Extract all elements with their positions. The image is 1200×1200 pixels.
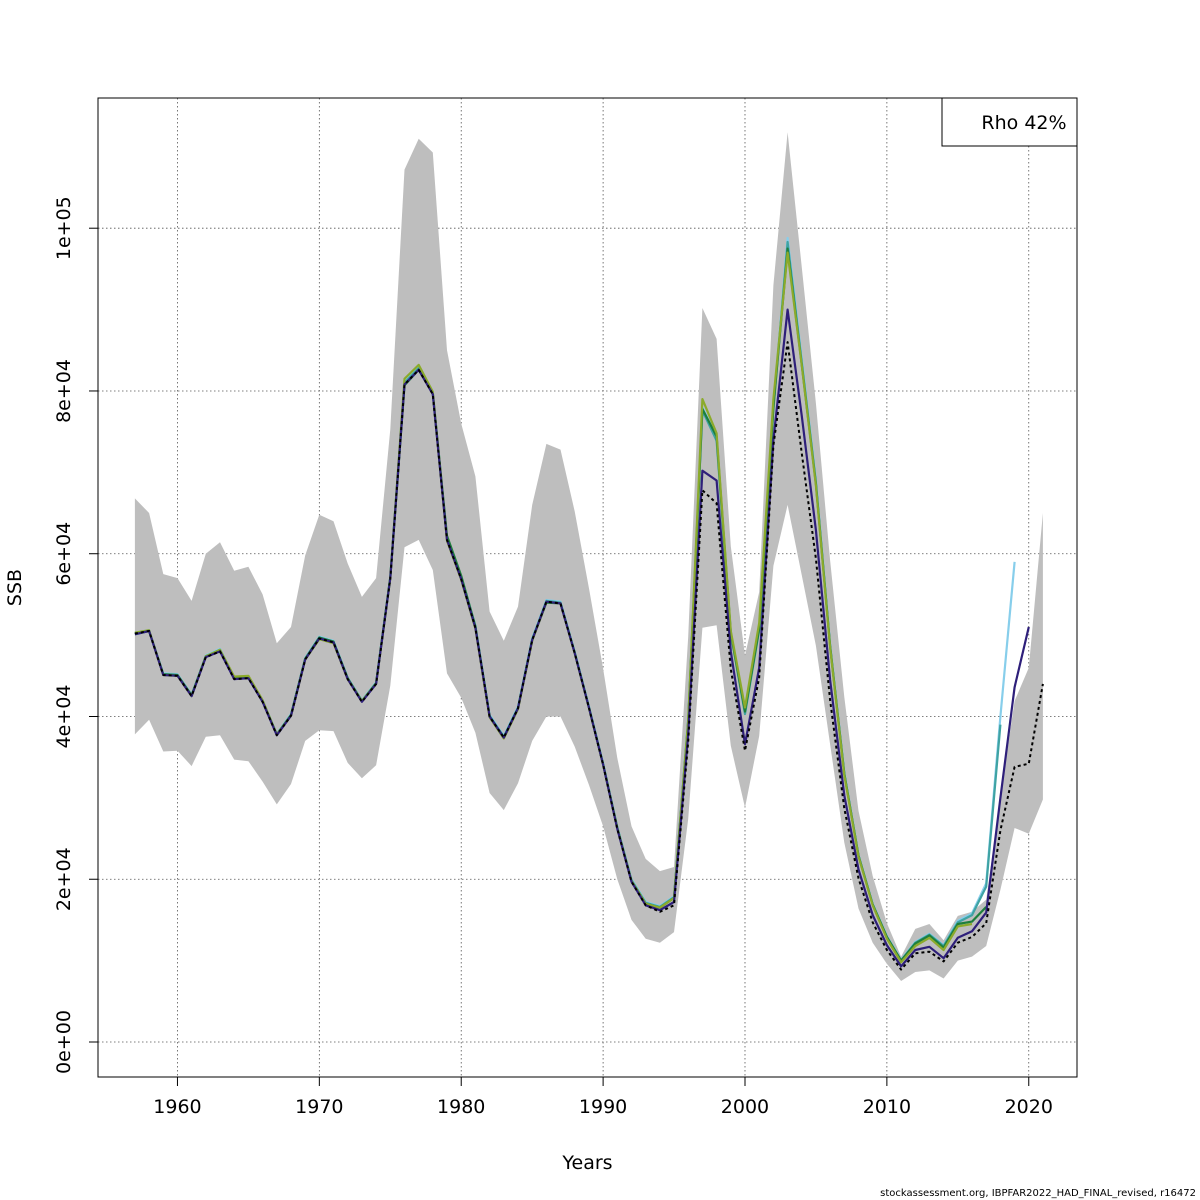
y-tick-label: 1e+05	[53, 196, 75, 260]
x-axis-title: Years	[561, 1152, 612, 1174]
x-tick-label: 1980	[437, 1096, 485, 1118]
series-layer	[134, 236, 1044, 971]
y-tick-label: 8e+04	[53, 359, 75, 423]
y-tick-label: 0e+00	[53, 1010, 75, 1074]
legend-rho-text: Rho 42%	[981, 112, 1066, 134]
x-tick-label: 1990	[579, 1096, 627, 1118]
footer-credit: stockassessment.org, IBPFAR2022_HAD_FINA…	[880, 1188, 1196, 1199]
x-tick-label: 1960	[153, 1096, 201, 1118]
legend-box	[941, 97, 1078, 147]
confidence-band-layer	[134, 132, 1043, 981]
y-axis: 0e+00 2e+04 4e+04 6e+04 8e+04 1e+05	[53, 196, 98, 1074]
confidence-band	[134, 132, 1043, 981]
legend: Rho 42%	[941, 97, 1078, 147]
x-axis: 1960 1970 1980 1990 2000 2010 2020	[153, 1076, 1053, 1118]
y-tick-label: 2e+04	[53, 847, 75, 911]
x-tick-label: 2000	[721, 1096, 769, 1118]
y-tick-label: 4e+04	[53, 685, 75, 749]
y-tick-label: 6e+04	[53, 522, 75, 586]
x-tick-label: 2010	[863, 1096, 911, 1118]
x-tick-label: 1970	[295, 1096, 343, 1118]
y-axis-title: SSB	[4, 569, 26, 606]
x-tick-label: 2020	[1005, 1096, 1053, 1118]
